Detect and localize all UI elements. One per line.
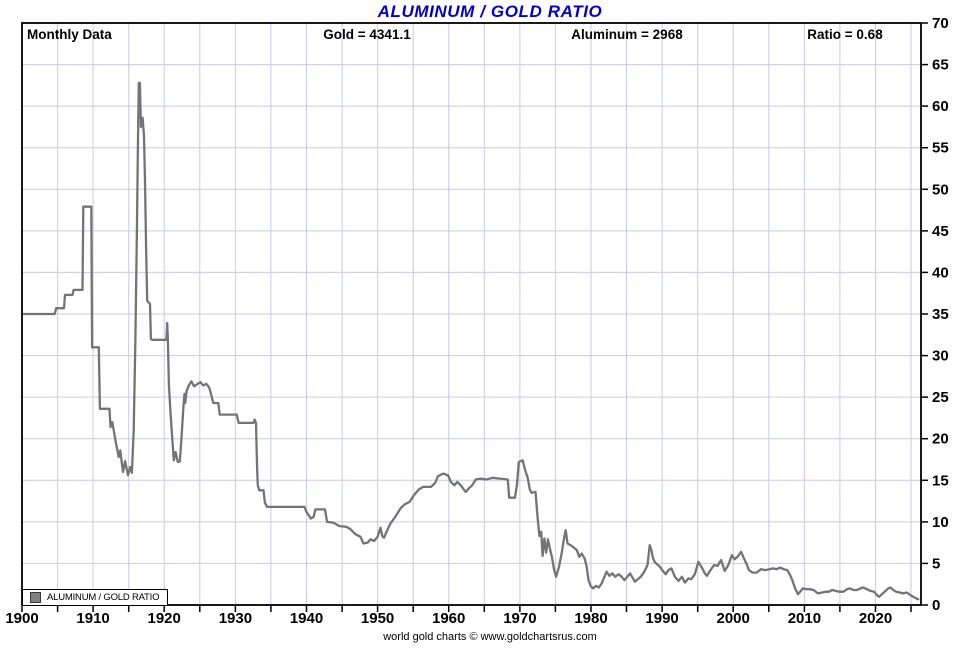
x-axis-labels: 1900 1910 1920 1930 1940 1950 1960 1970 1980 1990… <box>5 610 892 627</box>
y-axis-label: 70 <box>932 15 949 32</box>
x-axis-label: 2000 <box>717 610 750 627</box>
gridlines <box>22 23 921 605</box>
legend: ALUMINUM / GOLD RATIO <box>22 589 169 606</box>
x-axis-label: 2020 <box>859 610 892 627</box>
axis-ticks <box>21 22 928 612</box>
y-axis-label: 30 <box>932 348 949 365</box>
x-axis-label: 1900 <box>5 610 38 627</box>
x-axis-label: 1980 <box>574 610 607 627</box>
y-axis-label: 5 <box>932 555 940 572</box>
ratio-line-series <box>20 81 920 601</box>
y-axis-label: 60 <box>932 98 949 115</box>
y-axis-labels: 0 5 10 15 20 25 30 35 40 45 50 55 60 65 70 <box>932 15 949 614</box>
x-axis-label: 2010 <box>788 610 821 627</box>
y-axis-label: 25 <box>932 389 949 406</box>
ratio-value-label: Ratio = 0.68 <box>807 27 883 42</box>
x-axis-label: 1960 <box>432 610 465 627</box>
y-axis-label: 40 <box>932 264 949 281</box>
y-axis-label: 15 <box>932 472 949 489</box>
y-axis-label: 55 <box>932 140 949 157</box>
source-caption: world gold charts © www.goldchartsrus.co… <box>383 631 597 643</box>
legend-label: ALUMINUM / GOLD RATIO <box>47 592 160 603</box>
x-axis-label: 1940 <box>290 610 323 627</box>
plot-border <box>21 22 922 606</box>
gold-value-label: Gold = 4341.1 <box>323 27 411 42</box>
x-axis-label: 1910 <box>76 610 109 627</box>
y-axis-label: 35 <box>932 306 949 323</box>
x-axis-label: 1920 <box>148 610 181 627</box>
aluminum-value-label: Aluminum = 2968 <box>571 27 683 42</box>
y-axis-label: 0 <box>932 597 940 614</box>
y-axis-label: 65 <box>932 57 949 74</box>
y-axis-label: 10 <box>932 514 949 531</box>
series-swatch-icon <box>30 592 41 603</box>
y-axis-label: 20 <box>932 431 949 448</box>
y-axis-label: 45 <box>932 223 949 240</box>
x-axis-label: 1970 <box>503 610 536 627</box>
x-axis-label: 1950 <box>361 610 394 627</box>
x-axis-label: 1990 <box>645 610 678 627</box>
chart-title: ALUMINUM / GOLD RATIO <box>377 2 603 21</box>
x-axis-label: 1930 <box>219 610 252 627</box>
frequency-label: Monthly Data <box>27 27 112 42</box>
y-axis-label: 50 <box>932 181 949 198</box>
